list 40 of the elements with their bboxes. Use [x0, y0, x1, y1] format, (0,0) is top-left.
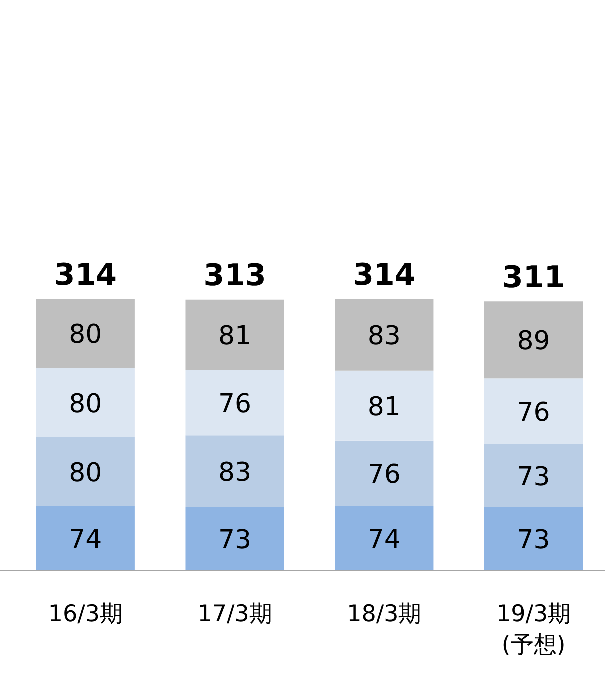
x-tick-label: 17/3期: [198, 602, 272, 628]
total-label: 311: [502, 260, 566, 296]
data-label: 74: [368, 525, 401, 556]
bar: [186, 507, 284, 570]
bar: [484, 444, 584, 508]
data-label: 76: [368, 460, 401, 490]
data-label: 76: [517, 398, 550, 428]
data-label: 76: [218, 389, 252, 420]
bar: [335, 370, 434, 441]
bar: [36, 506, 135, 570]
bar: [186, 300, 284, 370]
data-label: 89: [517, 326, 550, 357]
bar: [36, 437, 135, 507]
data-label: 73: [517, 462, 550, 492]
bar: [186, 436, 284, 508]
total-label: 314: [54, 258, 117, 293]
data-label: 81: [218, 321, 252, 352]
x-tick-label: 16/3期: [48, 602, 123, 628]
bar: [335, 440, 434, 507]
bar: [335, 299, 434, 371]
bar: [335, 506, 434, 570]
data-label: 80: [69, 458, 102, 488]
data-label: 83: [368, 321, 401, 352]
data-label: 80: [69, 320, 102, 350]
bar: [484, 302, 584, 379]
data-label: 80: [69, 389, 102, 420]
x-tick-label: 18/3期: [347, 602, 422, 628]
bar: [484, 378, 584, 444]
total-label: 314: [353, 258, 416, 293]
data-label: 81: [368, 392, 401, 422]
bar: [36, 368, 135, 438]
x-tick-label: 19/3期 (予想): [496, 602, 572, 659]
bar: [186, 370, 284, 436]
data-label: 83: [218, 458, 252, 488]
bar: [36, 299, 135, 368]
bar: [484, 507, 584, 570]
data-label: 73: [517, 525, 550, 556]
data-label: 74: [69, 525, 102, 556]
total-label: 313: [204, 258, 266, 294]
data-label: 73: [218, 525, 252, 556]
